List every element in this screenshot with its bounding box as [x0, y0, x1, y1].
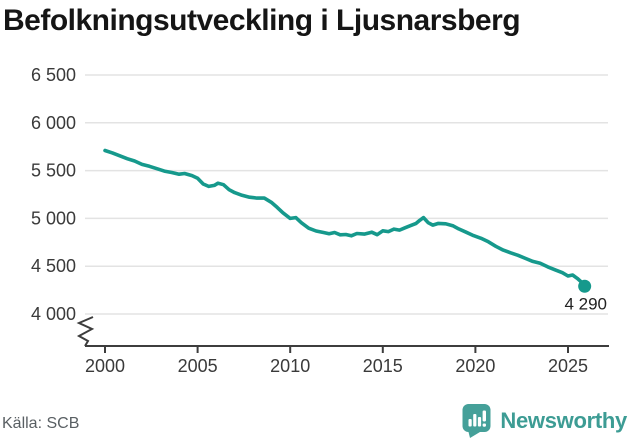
- axis-break-icon: [76, 316, 95, 347]
- source-label: Källa: SCB: [2, 415, 80, 432]
- y-tick-label: 4 000: [31, 304, 76, 324]
- population-series-line: [103, 148, 587, 289]
- y-tick-label: 5 000: [31, 208, 76, 228]
- series-endpoint: [578, 279, 592, 293]
- x-tick-label: 2000: [85, 356, 125, 376]
- y-tick-label: 4 500: [31, 256, 76, 276]
- endpoint-value-label: 4 290: [564, 294, 607, 313]
- y-tick-label: 6 500: [31, 65, 76, 85]
- x-tick-label: 2020: [455, 356, 495, 376]
- x-tick-label: 2015: [363, 356, 403, 376]
- x-tick-label: 2005: [178, 356, 218, 376]
- y-tick-label: 6 000: [31, 113, 76, 133]
- newsworthy-logo[interactable]: Newsworthy: [461, 403, 627, 438]
- newsworthy-wordmark: Newsworthy: [500, 407, 627, 433]
- y-tick-label: 5 500: [31, 161, 76, 181]
- newsworthy-logo-icon: [462, 404, 491, 438]
- chart-title: Befolkningsutveckling i Ljusnarsberg: [3, 4, 521, 37]
- x-tick-label: 2025: [548, 356, 588, 376]
- population-line-chart: 6 500 6 000 5 500 5 000 4 500 4 000 2000 2005 20…: [31, 65, 609, 376]
- x-tick-label: 2010: [270, 356, 310, 376]
